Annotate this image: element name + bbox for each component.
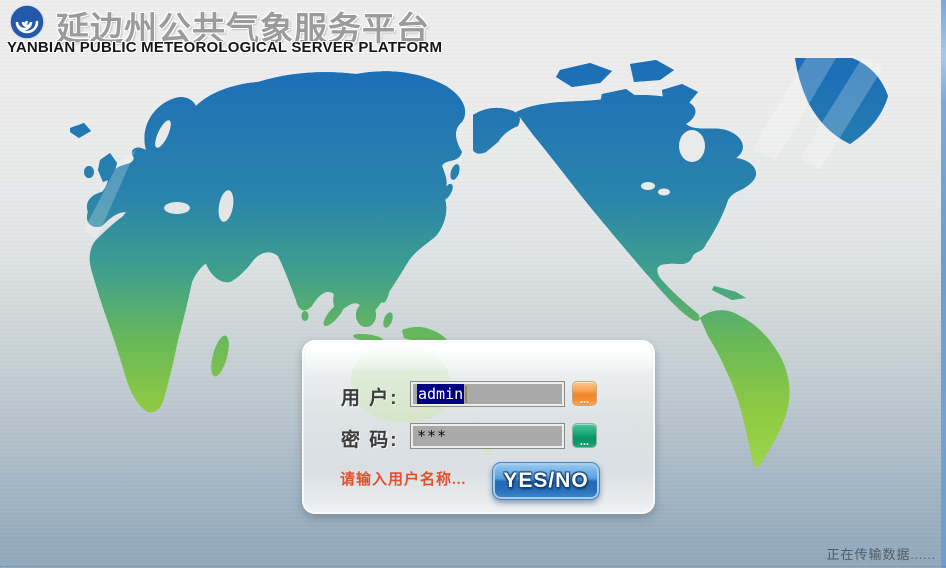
text-caret (465, 385, 468, 403)
password-label: 密 码: (341, 430, 399, 451)
light-streaks (84, 58, 884, 240)
yes-no-submit-button[interactable]: YES/NO (492, 462, 600, 500)
bottom-dotted-line (0, 566, 946, 567)
username-label: 用 户: (341, 388, 399, 409)
inland-seas (155, 120, 705, 222)
username-value-selected: admin (417, 384, 465, 404)
status-transfer-text: 正在传输数据...... (826, 547, 936, 562)
platform-title-chinese: 延边州公共气象服务平台 (56, 12, 430, 48)
platform-title-english: YANBIAN PUBLIC METEOROLOGICAL SERVER PLA… (7, 39, 443, 56)
meteo-spiral-icon (9, 4, 45, 40)
password-input[interactable]: *** (410, 423, 565, 449)
password-masked-value: *** (417, 427, 448, 445)
right-edge-strip (941, 0, 946, 568)
login-dialog: 用 户: admin ... 密 码: *** ... 请输入用户名称... Y… (302, 340, 655, 514)
password-browse-button[interactable]: ... (572, 423, 597, 448)
header: 延边州公共气象服务平台 YANBIAN PUBLIC METEOROLOGICA… (0, 0, 470, 58)
username-browse-button[interactable]: ... (572, 381, 597, 406)
username-input[interactable]: admin (410, 381, 565, 407)
login-hint-message: 请输入用户名称... (340, 472, 467, 488)
dialog-gloss-highlight (305, 343, 652, 371)
